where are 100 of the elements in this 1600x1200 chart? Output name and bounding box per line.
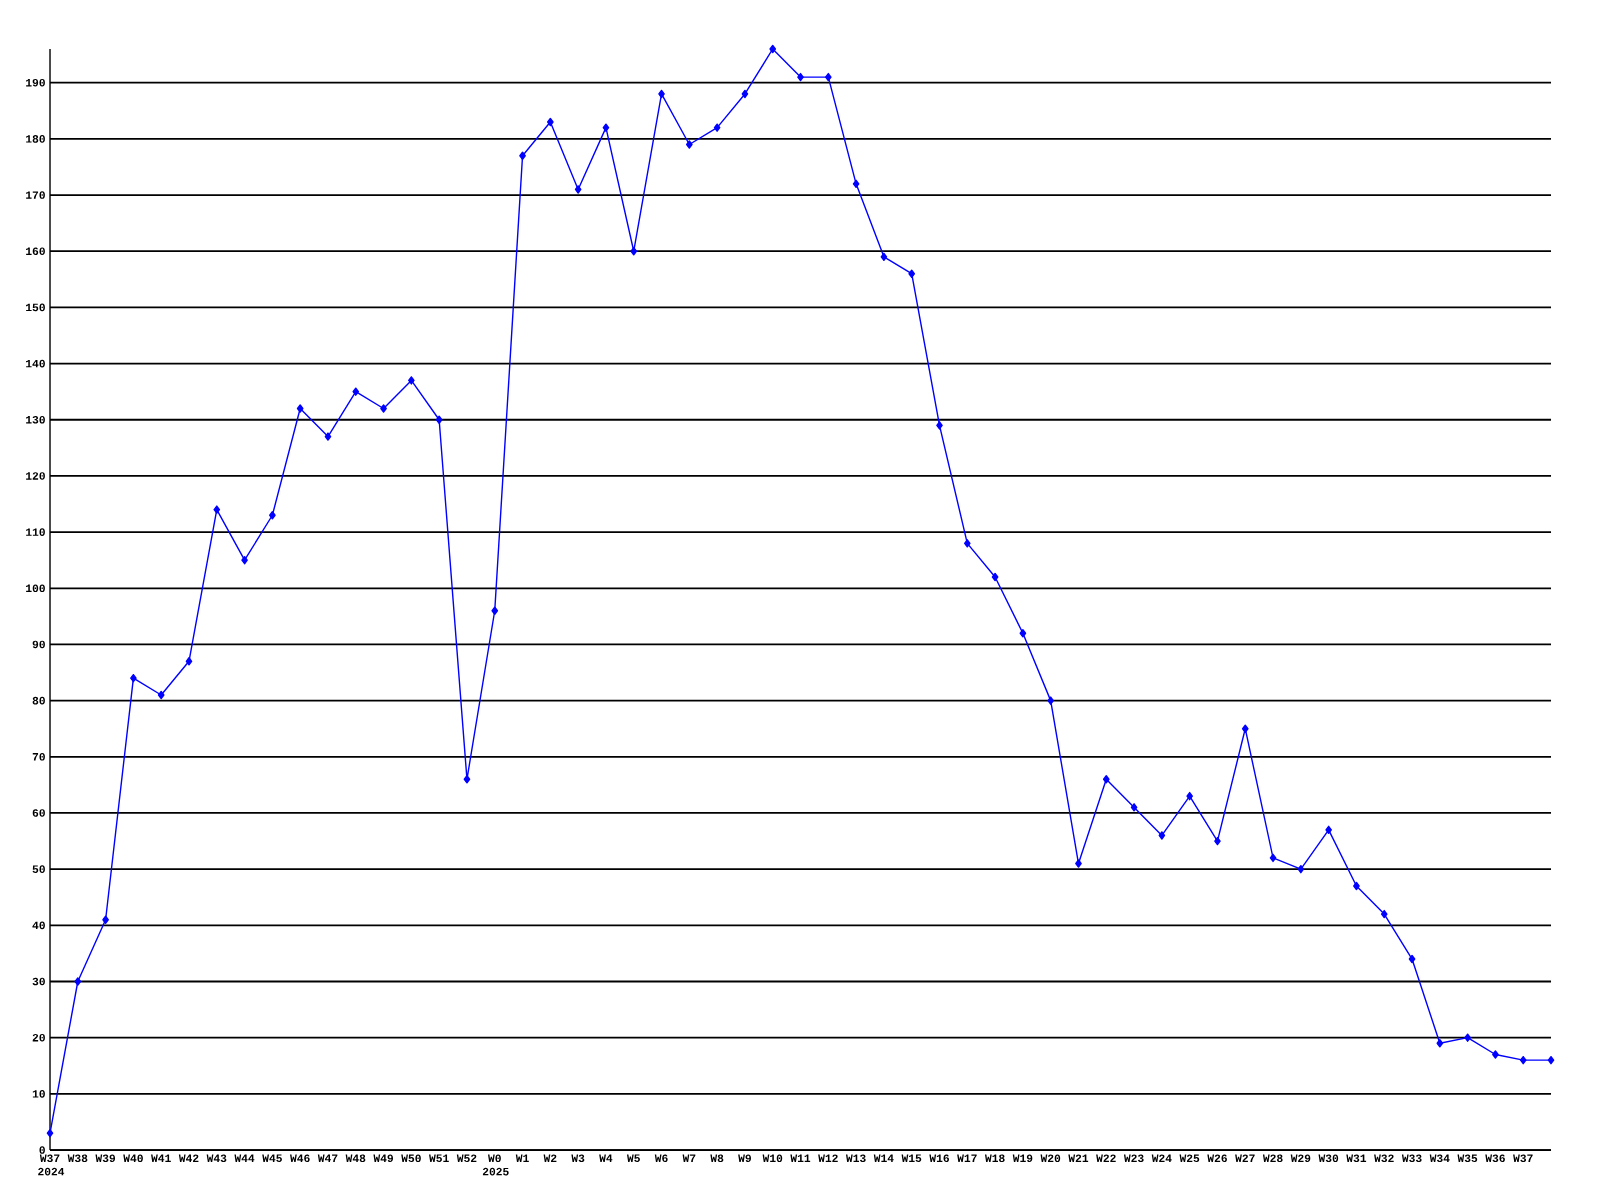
y-tick-label: 110 [26, 528, 45, 536]
point [574, 185, 582, 194]
point [269, 511, 276, 520]
point [519, 151, 526, 160]
point [296, 404, 304, 413]
x-tick-label: W11 [790, 1154, 811, 1162]
point [824, 72, 832, 82]
x-tick-label: W4 [599, 1154, 613, 1162]
x-tick-label: W21 [1068, 1154, 1089, 1162]
point [241, 555, 248, 565]
x-tick-label: W31 [1346, 1154, 1367, 1163]
point [852, 179, 860, 189]
y-tick-label: 70 [32, 753, 45, 761]
x-tick-label: W48 [345, 1154, 366, 1163]
point [1325, 825, 1332, 835]
x-tick-label: W6 [654, 1154, 668, 1163]
y-tick-label: 180 [26, 135, 45, 143]
point [1436, 1039, 1444, 1048]
x-tick-label: W27 [1235, 1154, 1255, 1162]
x-tick-label: W42 [178, 1154, 199, 1162]
point [1019, 628, 1027, 638]
y-tick-label: 30 [32, 977, 45, 986]
y-tick-label: 170 [26, 191, 45, 199]
point [185, 657, 193, 666]
x-tick-label: W40 [123, 1154, 143, 1163]
y-tick-label: 60 [32, 809, 45, 817]
point [157, 690, 165, 700]
x-tick-label: W35 [1457, 1154, 1478, 1163]
x-tick-label: W5 [626, 1154, 640, 1162]
x-tick-label: W50 [401, 1154, 421, 1163]
x-tick-label: W8 [710, 1154, 724, 1163]
point [1130, 803, 1138, 812]
point [741, 89, 749, 99]
y-tick-label: 190 [26, 78, 45, 87]
x-tick-label: W22 [1096, 1154, 1116, 1162]
x-tick-label: W7 [682, 1154, 696, 1162]
y-tick-label: 10 [32, 1090, 45, 1098]
point [658, 89, 665, 99]
point [130, 673, 137, 683]
x-tick-label: W28 [1262, 1154, 1283, 1163]
x-tick-label: W29 [1290, 1154, 1311, 1163]
x-tick-label: W0 2025 [482, 1154, 509, 1176]
point [1102, 775, 1110, 784]
point [380, 404, 387, 413]
x-tick-label: W37 [1513, 1154, 1533, 1163]
point [46, 1128, 54, 1138]
point [408, 376, 415, 385]
point [1269, 853, 1277, 863]
x-tick-label: W18 [984, 1154, 1005, 1163]
point [435, 415, 443, 424]
point [1408, 954, 1416, 964]
point [1241, 724, 1249, 733]
point [1186, 791, 1194, 801]
x-tick-label: W45 [262, 1154, 282, 1162]
x-tick-label: W26 [1207, 1154, 1227, 1163]
x-tick-label: W49 [373, 1154, 393, 1163]
point [1075, 859, 1082, 868]
x-tick-label: W34 [1429, 1154, 1450, 1163]
x-tick-label: W38 [67, 1154, 88, 1163]
x-tick-label: W43 [206, 1154, 227, 1163]
point [1158, 831, 1166, 840]
point [352, 387, 360, 396]
x-tick-label: W20 [1040, 1154, 1061, 1163]
point [1297, 864, 1305, 874]
x-tick-label: W10 [762, 1154, 783, 1163]
y-tick-label: 90 [32, 640, 45, 649]
point [547, 117, 554, 127]
point [936, 421, 943, 430]
y-tick-label: 80 [32, 696, 45, 705]
x-tick-label: W30 [1318, 1154, 1339, 1163]
point [1353, 881, 1360, 891]
point [769, 44, 777, 54]
x-tick-label: W17 [957, 1154, 977, 1162]
point [74, 977, 82, 986]
x-tick-label: W32 [1374, 1154, 1394, 1163]
point [797, 72, 804, 82]
x-tick-label: W33 [1401, 1154, 1422, 1163]
x-tick-label: W46 [290, 1154, 310, 1163]
point [908, 269, 916, 278]
y-tick-label: 150 [26, 303, 45, 312]
y-tick-label: 100 [26, 584, 45, 593]
y-tick-label: 160 [26, 247, 45, 256]
x-tick-label: W52 [456, 1154, 477, 1163]
point [1047, 696, 1055, 705]
point [991, 572, 999, 582]
point [463, 775, 471, 784]
x-tick-label: W23 [1123, 1154, 1144, 1163]
point [1380, 909, 1388, 919]
x-tick-label: W24 [1151, 1154, 1172, 1162]
x-tick-label: W14 [873, 1154, 894, 1162]
x-tick-label: W16 [929, 1154, 949, 1163]
y-tick-label: 140 [26, 359, 45, 368]
y-tick-label: 40 [32, 921, 45, 930]
point [324, 432, 332, 441]
x-tick-label: W1 [515, 1154, 529, 1162]
x-tick-label: W44 [234, 1154, 255, 1162]
point [1214, 836, 1221, 846]
point [630, 247, 638, 256]
x-tick-label: W41 [151, 1154, 171, 1162]
y-tick-label: 130 [26, 415, 45, 424]
